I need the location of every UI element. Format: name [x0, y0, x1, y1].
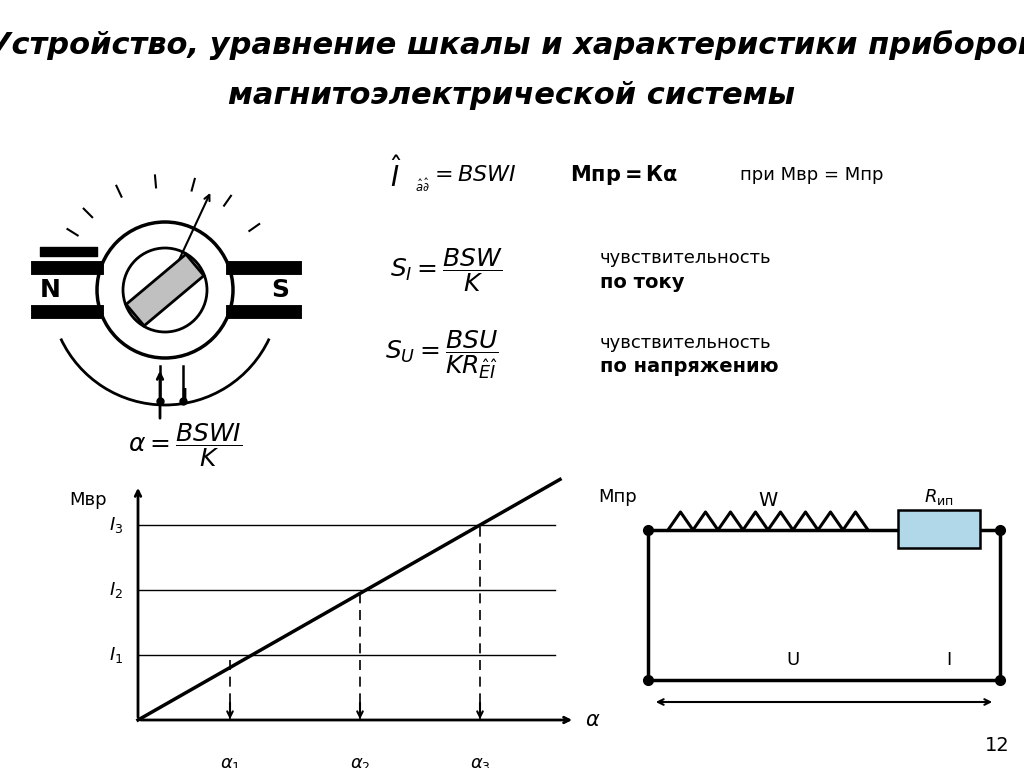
Text: при Мвр = Мпр: при Мвр = Мпр: [740, 166, 884, 184]
Text: S: S: [271, 278, 289, 302]
Text: $S_I = \dfrac{BSW}{K}$: $S_I = \dfrac{BSW}{K}$: [390, 246, 503, 294]
Text: U: U: [786, 651, 800, 669]
Text: по напряжению: по напряжению: [600, 357, 778, 376]
Text: Устройство, уравнение шкалы и характеристики приборов: Устройство, уравнение шкалы и характерис…: [0, 30, 1024, 60]
Text: $\alpha = \dfrac{BSWI}{K}$: $\alpha = \dfrac{BSWI}{K}$: [128, 421, 242, 469]
Text: чувствительность: чувствительность: [600, 334, 772, 352]
Polygon shape: [898, 510, 980, 548]
Text: $I_2$: $I_2$: [109, 580, 123, 600]
Text: $\alpha_2$: $\alpha_2$: [349, 755, 371, 768]
Text: N: N: [40, 278, 60, 302]
Text: $\mathbf{Мпр=К\alpha}$: $\mathbf{Мпр=К\alpha}$: [570, 163, 678, 187]
Text: $\alpha$: $\alpha$: [585, 710, 600, 730]
Text: $\alpha_1$: $\alpha_1$: [219, 755, 241, 768]
Polygon shape: [126, 254, 204, 326]
Text: $\hat{I}$: $\hat{I}$: [390, 157, 401, 193]
Text: I: I: [946, 651, 951, 669]
Text: $_{\hat{a}\hat{\partial}}$: $_{\hat{a}\hat{\partial}}$: [415, 176, 430, 194]
Text: Мвр: Мвр: [70, 491, 106, 509]
Text: $R_{\text{ип}}$: $R_{\text{ип}}$: [924, 487, 954, 507]
Text: по току: по току: [600, 273, 684, 292]
Text: $S_U = \dfrac{BSU}{KR_{\hat{E}\hat{I}}}$: $S_U = \dfrac{BSU}{KR_{\hat{E}\hat{I}}}$: [385, 329, 499, 381]
Text: магнитоэлектрической системы: магнитоэлектрической системы: [228, 81, 796, 110]
Text: $\alpha_3$: $\alpha_3$: [470, 755, 490, 768]
Text: W: W: [759, 491, 777, 509]
Text: 12: 12: [985, 736, 1010, 755]
Text: $I_1$: $I_1$: [109, 645, 123, 665]
Text: чувствительность: чувствительность: [600, 249, 772, 267]
Text: Мпр: Мпр: [598, 488, 637, 506]
Text: $=BSWI$: $=BSWI$: [430, 165, 517, 185]
Text: $I_3$: $I_3$: [109, 515, 123, 535]
Text: I: I: [180, 386, 187, 406]
